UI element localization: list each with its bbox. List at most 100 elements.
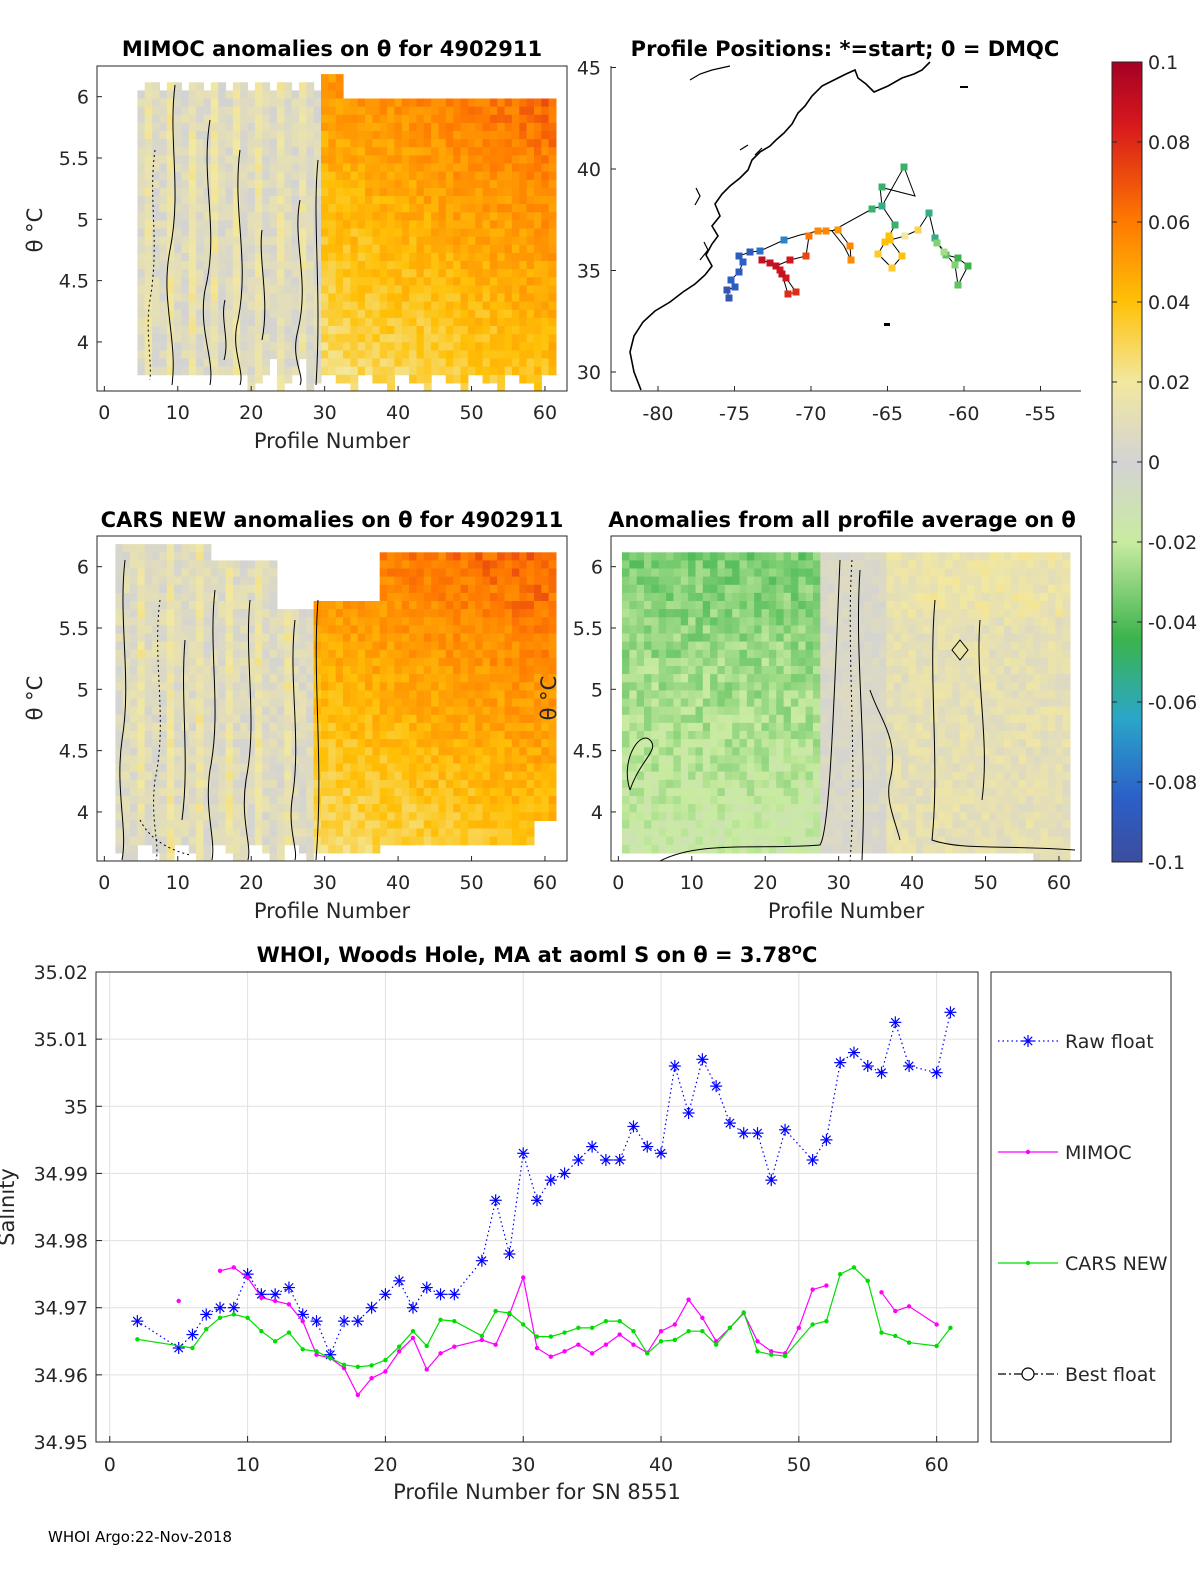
heatmap-cell [321, 771, 329, 781]
heatmap-cell [387, 285, 395, 295]
heatmap-cell [372, 252, 381, 262]
heatmap-cell [431, 366, 439, 376]
heatmap-cell [445, 163, 454, 173]
heatmap-cell [372, 374, 381, 384]
heatmap-cell [262, 731, 271, 740]
heatmap-cell [188, 722, 197, 732]
heatmap-cell [629, 820, 638, 830]
heatmap-cell [511, 739, 520, 748]
heatmap-cell [254, 706, 263, 716]
heatmap-cell [438, 601, 447, 610]
heatmap-cell [541, 779, 550, 789]
heatmap-cell [438, 592, 447, 602]
heatmap-cell [210, 309, 219, 319]
heatmap-cell [688, 657, 696, 667]
heatmap-cell [299, 82, 307, 91]
heatmap-cell [247, 666, 256, 675]
heatmap-cell [218, 666, 227, 675]
heatmap-cell [159, 179, 168, 189]
heatmap-cell [144, 722, 153, 732]
lon-tick-label: -80 [642, 403, 673, 425]
heatmap-cell [152, 584, 160, 594]
heatmap-cell [387, 739, 395, 748]
heatmap-cell [232, 666, 241, 675]
heatmap-cell [497, 171, 506, 181]
heatmap-cell [328, 74, 337, 83]
heatmap-cell [702, 657, 711, 667]
heatmap-cell [357, 334, 366, 343]
heatmap-cell [387, 301, 395, 311]
heatmap-cell [152, 763, 160, 773]
heatmap-cell [710, 714, 718, 724]
heatmap-cell [482, 326, 491, 335]
heatmap-cell [636, 690, 645, 700]
heatmap-cell [181, 277, 190, 286]
heatmap-cell [401, 747, 410, 756]
heatmap-cell [746, 576, 755, 586]
heatmap-cell [438, 763, 447, 773]
heatmap-cell [695, 552, 704, 561]
heatmap-cell [504, 836, 513, 846]
y-tick-label: 4.5 [59, 271, 89, 293]
heatmap-cell [724, 633, 733, 643]
heatmap-cell [658, 820, 667, 830]
heatmap-cell [328, 796, 337, 805]
heatmap-cell [276, 261, 285, 270]
heatmap-cell [225, 633, 234, 643]
heatmap-cell [137, 576, 146, 586]
heatmap-cell [225, 812, 234, 821]
heatmap-cell [702, 552, 711, 561]
heatmap-cell [534, 568, 542, 578]
heatmap-cell [423, 366, 432, 376]
heatmap-cell [335, 106, 344, 116]
heatmap-cell [365, 139, 373, 148]
heatmap-cell [651, 649, 660, 659]
heatmap-cell [717, 698, 726, 708]
heatmap-cell [387, 812, 395, 821]
heatmap-cell [651, 844, 660, 854]
heatmap-cell [416, 771, 425, 781]
heatmap-cell [335, 617, 344, 626]
heatmap-cell [240, 244, 249, 254]
heatmap-cell [534, 731, 542, 740]
heatmap-cell [438, 698, 447, 708]
heatmap-cell [423, 196, 432, 205]
heatmap-cell [343, 114, 351, 124]
heatmap-cell [269, 617, 278, 626]
heatmap-cell [210, 252, 219, 262]
heatmap-cell [365, 649, 373, 659]
heatmap-cell [651, 682, 660, 691]
heatmap-cell [445, 139, 454, 148]
heatmap-cell [262, 228, 271, 238]
heatmap-cell [284, 698, 293, 708]
heatmap-cell [739, 682, 748, 691]
heatmap-cell [445, 196, 454, 205]
heatmap-cell [746, 584, 755, 594]
heatmap-cell [188, 690, 197, 700]
heatmap-cell [188, 812, 197, 821]
heatmap-cell [534, 698, 542, 708]
heatmap-cell [401, 609, 410, 618]
heatmap-cell [489, 739, 498, 748]
heatmap-cell [365, 763, 373, 773]
heatmap-cell [666, 804, 674, 813]
heatmap-cell [387, 576, 395, 586]
heatmap-cell [357, 147, 366, 156]
heatmap-cell [387, 139, 395, 148]
heatmap-cell [328, 326, 337, 335]
heatmap-cell [181, 342, 190, 351]
profile-position-marker [731, 283, 739, 291]
heatmap-cell [372, 601, 381, 610]
heatmap-cell [453, 293, 462, 303]
heatmap-cell [423, 155, 432, 165]
heatmap-cell [431, 747, 439, 756]
heatmap-cell [225, 317, 234, 327]
heatmap-cell [497, 828, 506, 838]
heatmap-cell [519, 771, 528, 781]
heatmap-cell [321, 682, 329, 691]
heatmap-cell [115, 739, 124, 748]
heatmap-cell [467, 584, 476, 594]
heatmap-cell [688, 592, 696, 602]
heatmap-cell [166, 269, 175, 278]
heatmap-cell [460, 236, 469, 246]
